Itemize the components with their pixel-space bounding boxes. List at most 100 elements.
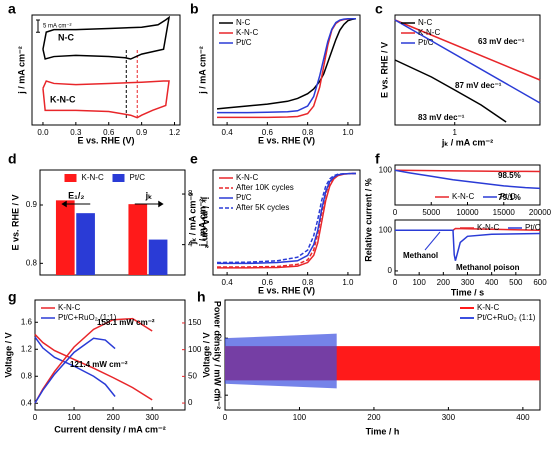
legend-swatch: [460, 317, 474, 319]
scale-bar: [36, 19, 40, 33]
panel-letter: d: [8, 151, 17, 167]
series-line: [34, 317, 153, 404]
y2-axis-label: Power density / mW cm⁻²: [213, 301, 223, 409]
x-tick-label: 0: [393, 278, 398, 287]
panel-letter: a: [8, 1, 16, 17]
annotation: 63 mV dec⁻¹: [478, 37, 525, 46]
y-axis-label: j / mA cm⁻²: [197, 199, 207, 247]
legend-label: Pt/C: [236, 38, 252, 47]
x-axis-label: E vs. RHE (V): [258, 135, 315, 145]
series-label: K-N-C: [50, 94, 76, 104]
legend-label: K-N-C: [82, 173, 104, 182]
panel-letter: f: [375, 151, 380, 167]
annotation: 83 mV dec⁻¹: [418, 113, 465, 122]
legend-label: K-N-C: [236, 173, 258, 182]
category-label: E₁/₂: [68, 190, 84, 200]
annotation-arrow: [424, 231, 441, 251]
x-axis-label: Time / h: [366, 426, 400, 436]
x-tick-label: 0.9: [136, 128, 148, 137]
panel-letter: e: [190, 151, 198, 167]
y-axis-label: Voltage / V: [201, 332, 211, 377]
y-tick-label: 100: [379, 165, 393, 174]
series-line: [394, 19, 541, 104]
x-tick-label: 10000: [456, 208, 479, 217]
y-axis-label: Voltage / V: [3, 332, 13, 377]
x-tick-label: 20000: [529, 208, 552, 217]
y2-axis-label: jₖ / mA cm⁻²: [201, 196, 211, 248]
x-tick-label: 400: [485, 278, 499, 287]
y2-tick-label: 100: [188, 345, 202, 354]
annotation: 158.1 mW cm⁻²: [97, 318, 155, 327]
x-tick-label: 300: [461, 278, 475, 287]
y-axis-label: E vs. RHE / V: [379, 42, 389, 98]
legend-label: Pt/C: [418, 38, 434, 47]
series-line: [394, 19, 541, 81]
y-axis-label-2: jₖ / mA cm⁻²: [187, 193, 197, 245]
legend-swatch: [112, 174, 125, 182]
legend-label: Pt/C: [130, 173, 146, 182]
y-tick-label: 2: [218, 333, 223, 342]
series-line: [394, 59, 507, 123]
legend-label: K-N-C: [477, 223, 499, 232]
annotation: 121.4 mW cm⁻²: [70, 360, 128, 369]
series-line: [394, 169, 541, 173]
x-tick-label: 500: [509, 278, 523, 287]
legend-label: K-N-C: [58, 303, 80, 312]
x-tick-label: 0.3: [70, 128, 82, 137]
annotation: Methanol: [403, 251, 438, 260]
y-tick-label: 0: [388, 266, 393, 275]
x-tick-label: 1: [452, 128, 457, 137]
legend-label: K-N-C: [236, 28, 258, 37]
category-label: jₖ: [145, 190, 153, 200]
plot-frame: [39, 169, 186, 276]
x-tick-label: 0.0: [37, 128, 49, 137]
series-line: [395, 229, 541, 261]
y2-tick-label: 50: [188, 371, 197, 380]
x-tick-label: 0: [33, 413, 38, 422]
x-tick-label: 1.2: [169, 128, 181, 137]
x-tick-label: 1.0: [342, 278, 354, 287]
y-axis-label: j / mA cm⁻²: [16, 46, 26, 94]
x-tick-label: 0.6: [262, 278, 274, 287]
plot-frame: [212, 14, 361, 126]
y2-tick-label: 4: [188, 240, 193, 249]
bar: [55, 200, 75, 275]
legend-label: K-N-C: [418, 28, 440, 37]
series-line: [34, 333, 153, 401]
annotation: 98.5%: [498, 171, 521, 180]
x-tick-label: 200: [437, 278, 451, 287]
annotation: 87 mV dec⁻¹: [455, 81, 502, 90]
series-line: [394, 169, 541, 190]
series-label: N-C: [58, 32, 74, 42]
x-tick-label: 100: [293, 413, 307, 422]
legend-label: K-N-C: [452, 192, 474, 201]
panel-letter: b: [190, 1, 199, 17]
legend-label: Pt/C+RuO₂ (1:1): [58, 313, 117, 322]
x-axis-label: Current density / mA cm⁻²: [54, 424, 165, 434]
series-line: [217, 18, 356, 114]
x-tick-label: 600: [533, 278, 547, 287]
panel-letter: c: [375, 1, 383, 17]
x-tick-label: 0.4: [222, 128, 234, 137]
series-line: [42, 15, 171, 60]
x-tick-label: 0.8: [302, 128, 314, 137]
y-tick-label: 0.8: [26, 258, 38, 267]
annotation: 79.1%: [498, 193, 521, 202]
legend-label: Pt/C+RuO₂ (1:1): [477, 313, 536, 322]
legend-swatch: [64, 174, 77, 182]
series-line: [34, 336, 116, 397]
x-tick-label: 0.6: [103, 128, 115, 137]
legend-label: After 10K cycles: [236, 183, 294, 192]
bar: [128, 204, 148, 275]
x-tick-label: 5000: [422, 208, 440, 217]
plot-frame: [31, 14, 181, 126]
y-tick-label: 1.2: [21, 344, 33, 353]
series-line: [34, 337, 116, 404]
legend-label: Pt/C: [500, 192, 516, 201]
bar: [76, 213, 95, 275]
x-tick-label: 0.8: [302, 278, 314, 287]
panel-letter: h: [197, 289, 206, 305]
annotation: Methanol poison: [456, 263, 520, 272]
plot-frame: [394, 14, 541, 126]
panel-letter: g: [8, 289, 17, 305]
